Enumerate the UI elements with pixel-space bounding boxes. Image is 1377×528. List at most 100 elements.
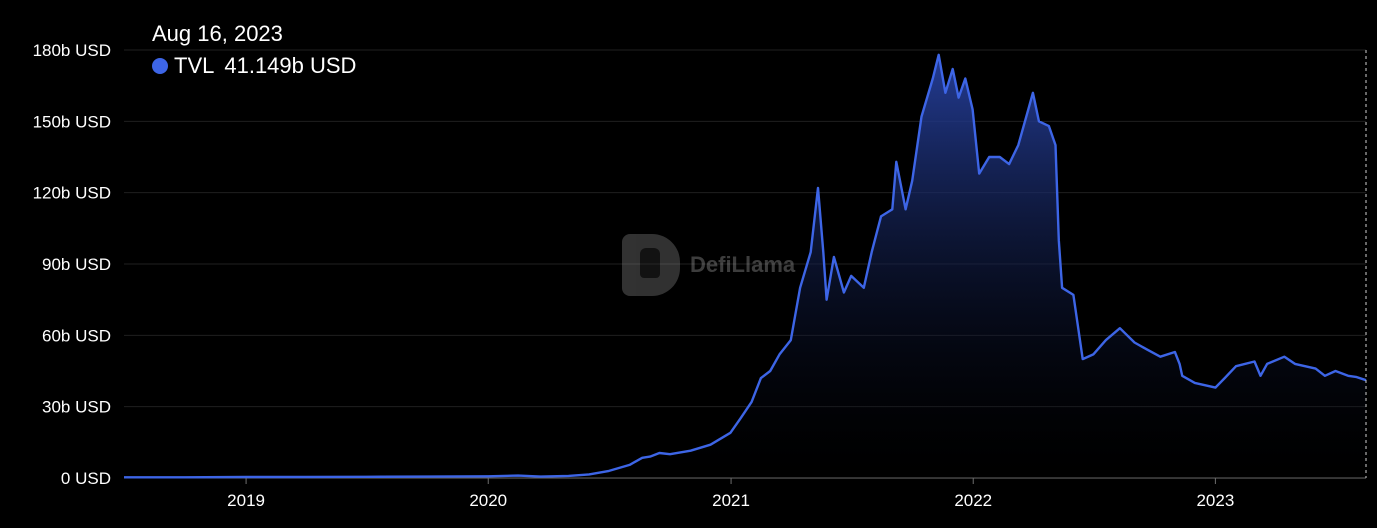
data-point bbox=[789, 338, 793, 342]
data-point bbox=[1333, 369, 1337, 373]
data-point bbox=[628, 463, 632, 467]
y-tick-label: 60b USD bbox=[42, 326, 111, 345]
data-point bbox=[364, 475, 368, 479]
data-point bbox=[244, 475, 248, 479]
data-point bbox=[879, 214, 883, 218]
data-point bbox=[122, 475, 126, 479]
data-point bbox=[1060, 286, 1064, 290]
data-point bbox=[689, 449, 693, 453]
data-point bbox=[1282, 355, 1286, 359]
data-point bbox=[1213, 386, 1217, 390]
y-tick-label: 180b USD bbox=[33, 41, 111, 60]
data-point bbox=[759, 376, 763, 380]
data-point bbox=[842, 291, 846, 295]
y-tick-label: 90b USD bbox=[42, 255, 111, 274]
data-point bbox=[567, 474, 571, 478]
data-point bbox=[486, 474, 490, 478]
data-point bbox=[1071, 293, 1075, 297]
data-point bbox=[809, 250, 813, 254]
data-point bbox=[425, 475, 429, 479]
x-axis: 2019 2020 2021 2022 2023 bbox=[124, 477, 1366, 510]
data-point bbox=[304, 475, 308, 479]
data-point bbox=[1223, 376, 1227, 380]
data-point bbox=[1346, 374, 1350, 378]
data-point bbox=[931, 77, 935, 81]
data-point bbox=[709, 443, 713, 447]
y-tick-label: 150b USD bbox=[33, 112, 111, 131]
data-point bbox=[1016, 143, 1020, 147]
data-point bbox=[778, 352, 782, 356]
data-point bbox=[728, 431, 732, 435]
data-point bbox=[910, 179, 914, 183]
data-point bbox=[1234, 364, 1238, 368]
data-point bbox=[937, 53, 941, 57]
series-dot-icon bbox=[152, 58, 168, 74]
x-tick-label: 2023 bbox=[1196, 491, 1234, 510]
data-point bbox=[1091, 352, 1095, 356]
data-point bbox=[1180, 374, 1184, 378]
llama-logo-icon bbox=[622, 234, 680, 296]
data-point bbox=[1364, 378, 1368, 382]
x-tick-label: 2022 bbox=[954, 491, 992, 510]
data-point bbox=[1037, 119, 1041, 123]
data-point bbox=[1054, 143, 1058, 147]
data-point bbox=[516, 474, 520, 478]
data-point bbox=[587, 472, 591, 476]
data-point bbox=[849, 274, 853, 278]
data-point bbox=[977, 172, 981, 176]
data-point bbox=[1265, 362, 1269, 366]
data-point bbox=[894, 160, 898, 164]
data-point bbox=[816, 186, 820, 190]
data-point bbox=[1173, 350, 1177, 354]
data-point bbox=[825, 298, 829, 302]
data-point bbox=[768, 369, 772, 373]
grid-lines bbox=[124, 49, 1366, 479]
data-point bbox=[963, 77, 967, 81]
data-point bbox=[971, 107, 975, 111]
y-tick-label: 0 USD bbox=[61, 469, 111, 488]
data-point bbox=[607, 469, 611, 473]
data-point bbox=[1354, 375, 1358, 379]
data-point bbox=[919, 115, 923, 119]
x-tick-label: 2019 bbox=[227, 491, 265, 510]
tooltip-series-name: TVL bbox=[174, 53, 215, 78]
data-point bbox=[1293, 362, 1297, 366]
data-point bbox=[870, 250, 874, 254]
data-point bbox=[1118, 326, 1122, 330]
data-point bbox=[1026, 107, 1030, 111]
y-axis: 0 USD 30b USD 60b USD 90b USD 120b USD 150b U… bbox=[33, 41, 111, 488]
data-point bbox=[1323, 374, 1327, 378]
tooltip-date: Aug 16, 2023 bbox=[152, 21, 283, 46]
data-point bbox=[1253, 359, 1257, 363]
data-point bbox=[1145, 348, 1149, 352]
data-point bbox=[750, 400, 754, 404]
y-tick-label: 120b USD bbox=[33, 184, 111, 203]
data-point bbox=[862, 286, 866, 290]
data-point bbox=[1314, 367, 1318, 371]
data-point bbox=[821, 250, 825, 254]
hover-tooltip: Aug 16, 2023 TVL 41.149b USD bbox=[152, 20, 356, 80]
data-point bbox=[657, 451, 661, 455]
data-point bbox=[668, 452, 672, 456]
data-point bbox=[957, 96, 961, 100]
tvl-series-line bbox=[124, 53, 1367, 479]
y-tick-label: 30b USD bbox=[42, 398, 111, 417]
x-tick-label: 2021 bbox=[712, 491, 750, 510]
tooltip-value: 41.149b USD bbox=[224, 53, 357, 78]
data-point bbox=[943, 91, 947, 95]
data-point bbox=[183, 475, 187, 479]
data-point bbox=[904, 207, 908, 211]
data-point bbox=[1047, 124, 1051, 128]
data-point bbox=[798, 286, 802, 290]
data-point bbox=[998, 155, 1002, 159]
data-point bbox=[951, 67, 955, 71]
data-point bbox=[1193, 381, 1197, 385]
tooltip-series-row: TVL 41.149b USD bbox=[152, 52, 356, 80]
data-point bbox=[648, 455, 652, 459]
data-point bbox=[1057, 238, 1061, 242]
data-point bbox=[1132, 340, 1136, 344]
data-point bbox=[890, 207, 894, 211]
data-point bbox=[1178, 362, 1182, 366]
data-point bbox=[1081, 357, 1085, 361]
